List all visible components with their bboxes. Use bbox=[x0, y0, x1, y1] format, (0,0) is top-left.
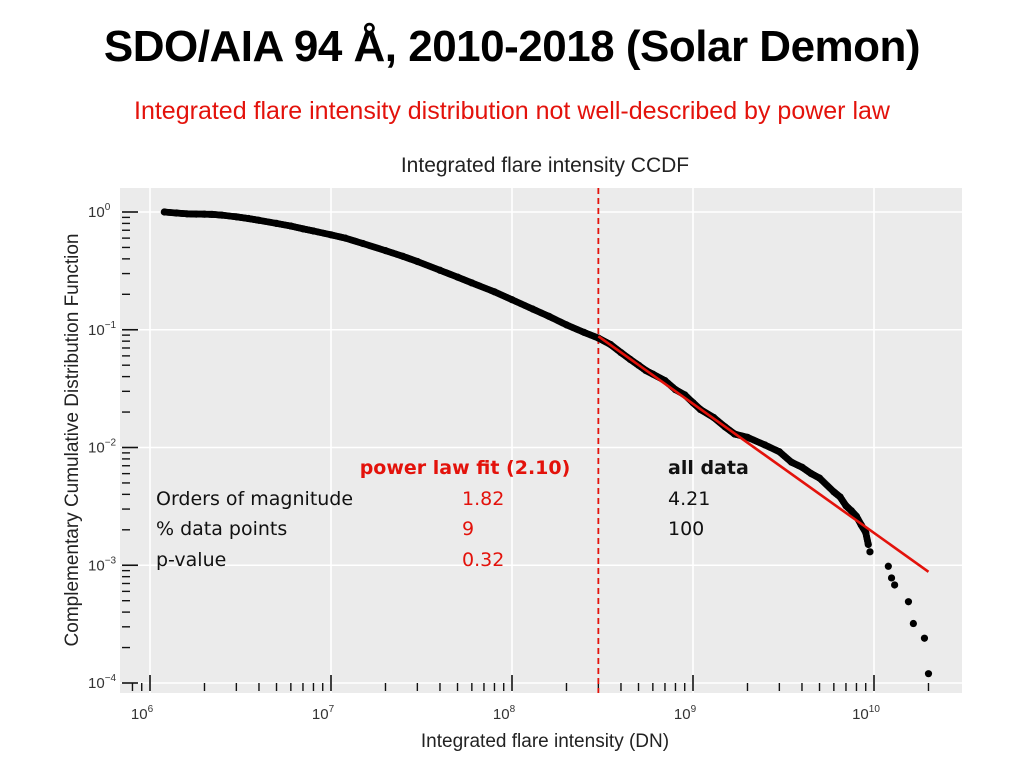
table-row-label: p-value bbox=[156, 549, 226, 571]
data-point bbox=[815, 474, 824, 482]
data-point bbox=[468, 279, 476, 287]
data-point bbox=[218, 211, 226, 219]
slide-subtitle: Integrated flare intensity distribution … bbox=[134, 97, 890, 125]
data-point bbox=[580, 328, 588, 336]
table-row-label: Orders of magnitude bbox=[156, 488, 353, 510]
data-point bbox=[761, 441, 769, 449]
data-point bbox=[891, 581, 899, 589]
data-point bbox=[864, 540, 872, 549]
data-point bbox=[299, 225, 307, 233]
x-tick-label: 106 bbox=[131, 704, 154, 723]
y-tick-label: 10−4 bbox=[88, 673, 117, 692]
data-point bbox=[255, 216, 263, 224]
axis-ticks bbox=[122, 211, 930, 691]
data-point bbox=[287, 222, 295, 230]
data-point bbox=[847, 507, 855, 515]
data-point bbox=[862, 528, 870, 537]
data-point bbox=[359, 239, 367, 248]
data-point bbox=[200, 210, 209, 218]
x-tick-label: 109 bbox=[674, 704, 697, 723]
data-point bbox=[172, 209, 181, 217]
data-point bbox=[904, 598, 913, 606]
table-header-fit: power law fit (2.10) bbox=[360, 457, 571, 479]
data-point bbox=[183, 210, 191, 218]
data-point bbox=[309, 227, 318, 235]
table-row-label: % data points bbox=[156, 518, 287, 540]
data-point bbox=[232, 213, 240, 221]
table-row-fit-value: 0.32 bbox=[462, 549, 504, 571]
data-point bbox=[208, 210, 216, 218]
x-axis-label: Integrated flare intensity (DN) bbox=[421, 731, 669, 752]
data-point bbox=[244, 214, 253, 223]
data-point bbox=[887, 574, 896, 582]
grid-lines bbox=[120, 188, 962, 693]
data-point bbox=[920, 634, 929, 642]
data-point bbox=[413, 257, 421, 266]
chart-title: Integrated flare intensity CCDF bbox=[401, 154, 689, 177]
y-tick-label: 10−1 bbox=[88, 320, 117, 339]
data-point bbox=[884, 562, 892, 570]
table-row-fit-value: 9 bbox=[462, 518, 474, 540]
data-point bbox=[798, 463, 806, 471]
data-point bbox=[508, 296, 516, 304]
x-tick-label: 108 bbox=[493, 704, 516, 723]
data-point bbox=[807, 470, 815, 478]
data-point bbox=[436, 266, 444, 274]
table-header-all: all data bbox=[668, 457, 749, 479]
x-tick-label: 107 bbox=[312, 704, 335, 723]
data-point bbox=[836, 493, 844, 501]
data-point bbox=[743, 433, 752, 441]
data-point bbox=[866, 548, 874, 556]
y-axis-label: Complementary Cumulative Distribution Fu… bbox=[62, 234, 83, 647]
plot-panel bbox=[120, 188, 962, 693]
data-point bbox=[381, 247, 390, 255]
y-tick-labels: 100 10−1 10−2 10−3 10−4 bbox=[88, 202, 117, 692]
data-point bbox=[192, 210, 200, 218]
data-point bbox=[327, 231, 335, 239]
data-point bbox=[924, 670, 933, 678]
y-tick-label: 10−2 bbox=[88, 438, 117, 457]
data-point bbox=[545, 312, 553, 320]
data-point bbox=[272, 219, 281, 228]
table-row-fit-value: 1.82 bbox=[462, 488, 504, 510]
data-point bbox=[787, 458, 796, 466]
table-row-all-value: 100 bbox=[668, 518, 704, 540]
data-point bbox=[529, 305, 537, 313]
data-point bbox=[399, 252, 407, 260]
y-tick-label: 100 bbox=[88, 202, 111, 221]
data-point bbox=[341, 234, 349, 242]
data-point bbox=[160, 208, 168, 216]
data-points bbox=[160, 208, 933, 678]
x-tick-labels: 106 107 108 109 1010 bbox=[131, 704, 880, 723]
table-row-all-value: 4.21 bbox=[668, 488, 710, 510]
slide-title: SDO/AIA 94 Å, 2010-2018 (Solar Demon) bbox=[103, 22, 921, 71]
stats-table: power law fit (2.10) all data Orders of … bbox=[156, 457, 749, 571]
data-point bbox=[775, 448, 783, 456]
data-point bbox=[453, 273, 462, 281]
data-point bbox=[562, 321, 571, 329]
y-tick-label: 10−3 bbox=[88, 555, 117, 574]
data-point bbox=[842, 502, 850, 510]
data-point bbox=[490, 288, 499, 296]
power-law-fit-line bbox=[597, 335, 930, 573]
x-tick-label: 1010 bbox=[852, 704, 880, 723]
data-point bbox=[909, 619, 917, 628]
data-point bbox=[830, 488, 838, 496]
